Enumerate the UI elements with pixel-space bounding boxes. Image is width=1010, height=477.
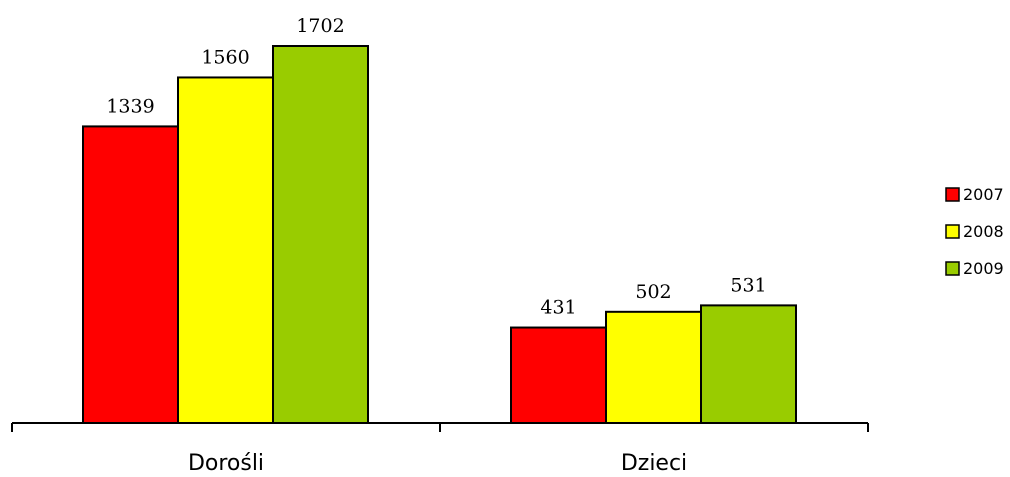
value-label-dzieci-2007: 431 bbox=[540, 297, 576, 319]
bars-group bbox=[82, 45, 797, 425]
legend-label-2007: 2007 bbox=[963, 185, 1004, 204]
value-label-dzieci-2009: 531 bbox=[730, 274, 766, 296]
bar-dzieci-2009 bbox=[700, 304, 797, 424]
legend: 2007 2008 2009 bbox=[945, 185, 1004, 278]
value-label-dorośli-2007: 1339 bbox=[106, 95, 154, 117]
x-axis bbox=[11, 422, 869, 432]
legend-swatch-2007 bbox=[945, 187, 960, 202]
value-label-dzieci-2008: 502 bbox=[635, 281, 671, 303]
category-labels-group: Dorośli Dzieci bbox=[188, 451, 687, 476]
bar-dorośli-2009 bbox=[272, 45, 369, 424]
bar-dorośli-2007 bbox=[82, 125, 179, 424]
bar-dorośli-2008 bbox=[177, 76, 274, 424]
category-label-dorośli: Dorośli bbox=[188, 451, 264, 476]
legend-label-2008: 2008 bbox=[963, 222, 1004, 241]
legend-swatch-2008 bbox=[945, 224, 960, 239]
value-labels-group: 1339 1560 1702 431 502 531 bbox=[106, 15, 766, 319]
bar-dzieci-2007 bbox=[510, 326, 607, 425]
value-label-dorośli-2009: 1702 bbox=[296, 15, 344, 37]
legend-swatch-2009 bbox=[945, 261, 960, 276]
legend-label-2009: 2009 bbox=[963, 259, 1004, 278]
value-label-dorośli-2008: 1560 bbox=[201, 46, 249, 68]
category-label-dzieci: Dzieci bbox=[621, 451, 687, 476]
bar-dzieci-2008 bbox=[605, 310, 702, 424]
